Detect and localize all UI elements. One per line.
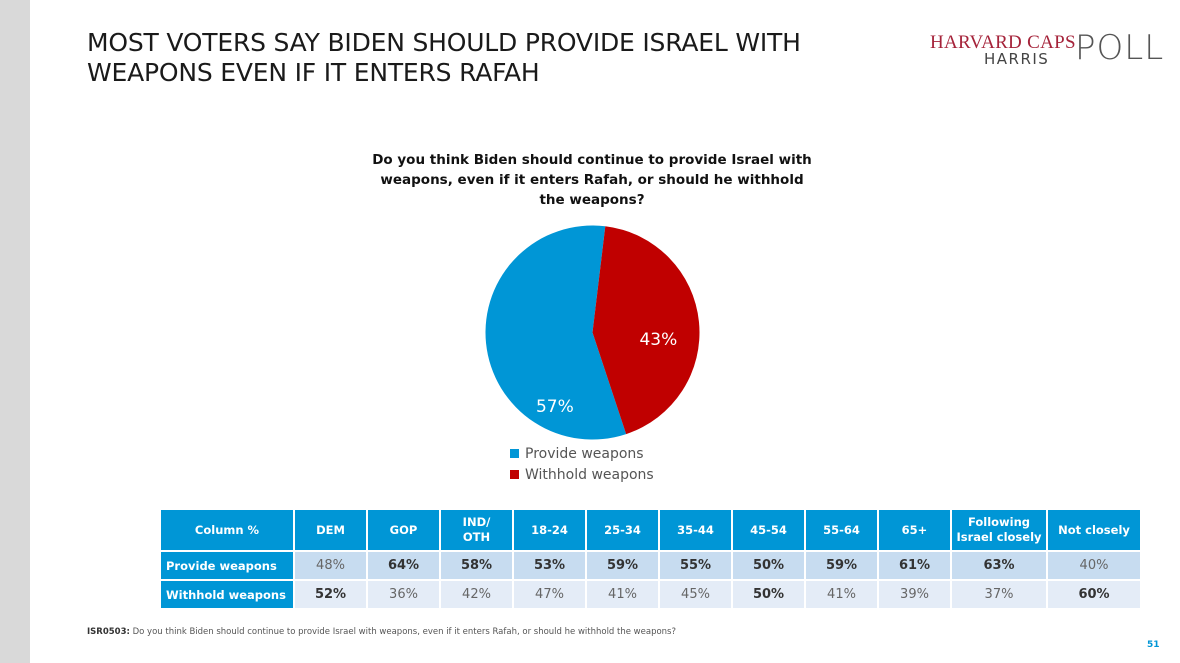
table-cell: 48% <box>295 552 366 581</box>
legend-swatch-provide <box>510 449 519 458</box>
logo-line-1: HARVARD CAPS <box>930 32 1076 53</box>
table-cell: 40% <box>1048 552 1140 581</box>
table-cell: 50% <box>733 581 804 610</box>
table-header-9: 65+ <box>879 510 950 552</box>
pie-label-withhold: 43% <box>639 330 677 350</box>
legend-swatch-withhold <box>510 470 519 479</box>
slide-title-line-1: MOST VOTERS SAY BIDEN SHOULD PROVIDE ISR… <box>87 28 801 57</box>
slide-title-line-2: WEAPONS EVEN IF IT ENTERS RAFAH <box>87 58 540 87</box>
table-cell: 64% <box>368 552 439 581</box>
table-header-text: OTH <box>462 530 491 544</box>
table-cell: 61% <box>879 552 950 581</box>
table-cell: 55% <box>660 552 731 581</box>
chart-title-line-3: the weapons? <box>539 192 645 208</box>
chart-title-line-1: Do you think Biden should continue to pr… <box>372 152 812 168</box>
table-header-6: 35-44 <box>660 510 731 552</box>
table-cell: 58% <box>441 552 512 581</box>
table-header-text: 25-34 <box>604 522 641 537</box>
harvard-caps-harris-poll-logo: HARVARD CAPS HARRIS POLL <box>930 28 1163 68</box>
table-cell: 36% <box>368 581 439 610</box>
slide-title: MOST VOTERS SAY BIDEN SHOULD PROVIDE ISR… <box>87 28 847 88</box>
pie-slice-provide <box>485 225 627 440</box>
table-header-text: GOP <box>389 522 418 537</box>
table-cell: 47% <box>514 581 585 610</box>
table-row: Withhold weapons 52% 36% 42% 47% 41% 45% 50% 41%… <box>161 581 1140 610</box>
table-cell: 50% <box>733 552 804 581</box>
table-cell: 59% <box>587 552 658 581</box>
table-header-text: 18-24 <box>531 522 568 537</box>
table-header-text: DEM <box>316 522 345 537</box>
table-header-5: 25-34 <box>587 510 658 552</box>
table-header-text: 45-54 <box>750 522 787 537</box>
left-stripe <box>0 0 30 663</box>
legend-item-withhold: Withhold weapons <box>510 464 654 485</box>
table-cell: 63% <box>952 552 1046 581</box>
table-row-label: Withhold weapons <box>161 581 293 610</box>
table-header-10: Following Israel closely <box>952 510 1046 552</box>
table-header-1: DEM <box>295 510 366 552</box>
table-cell: 42% <box>441 581 512 610</box>
table-header-text: IND/ <box>462 515 491 529</box>
table-header-11: Not closely <box>1048 510 1140 552</box>
table-cell: 59% <box>806 552 877 581</box>
table-header-text: Israel closely <box>956 530 1042 544</box>
table-header-0: Column % <box>161 510 293 552</box>
table-cell: 37% <box>952 581 1046 610</box>
table-row: Provide weapons 48% 64% 58% 53% 59% 55% 50% 59% 6… <box>161 552 1140 581</box>
table-header-7: 45-54 <box>733 510 804 552</box>
table-header-text: 35-44 <box>677 522 714 537</box>
footnote-code: ISR0503: <box>87 627 130 637</box>
legend-label-provide: Provide weapons <box>525 445 644 462</box>
table-cell: 41% <box>587 581 658 610</box>
table-cell: 52% <box>295 581 366 610</box>
table-header-text: Not closely <box>1058 522 1130 537</box>
chart-title-line-2: weapons, even if it enters Rafah, or sho… <box>380 172 804 188</box>
footnote: ISR0503: Do you think Biden should conti… <box>87 627 676 637</box>
crosstab-table: Column % DEM GOP IND/OTH 18-24 25-34 35-44 45-5… <box>159 510 1142 610</box>
table-header-text: Following <box>967 515 1031 529</box>
chart-legend: Provide weapons Withhold weapons <box>510 443 654 485</box>
table-cell: 53% <box>514 552 585 581</box>
legend-label-withhold: Withhold weapons <box>525 466 654 483</box>
table-cell: 60% <box>1048 581 1140 610</box>
table-cell: 45% <box>660 581 731 610</box>
chart-title: Do you think Biden should continue to pr… <box>370 150 814 210</box>
page-number: 51 <box>1147 640 1160 650</box>
table-header-2: GOP <box>368 510 439 552</box>
pie-chart: 57% 43% <box>485 225 700 440</box>
table-header-4: 18-24 <box>514 510 585 552</box>
pie-slice-withhold <box>592 226 700 435</box>
table-header-row: Column % DEM GOP IND/OTH 18-24 25-34 35-44 45-5… <box>161 510 1140 552</box>
logo-mark: POLL <box>1075 28 1165 68</box>
pie-label-provide: 57% <box>536 397 574 417</box>
table-header-text: Column % <box>194 522 260 537</box>
footnote-text: Do you think Biden should continue to pr… <box>129 627 676 637</box>
table-cell: 39% <box>879 581 950 610</box>
table-header-3: IND/OTH <box>441 510 512 552</box>
table-header-text: 55-64 <box>823 522 860 537</box>
table-header-text: 65+ <box>901 522 928 537</box>
table-header-8: 55-64 <box>806 510 877 552</box>
legend-item-provide: Provide weapons <box>510 443 654 464</box>
logo-line-2: HARRIS <box>984 50 1050 68</box>
table-cell: 41% <box>806 581 877 610</box>
table-row-label: Provide weapons <box>161 552 293 581</box>
